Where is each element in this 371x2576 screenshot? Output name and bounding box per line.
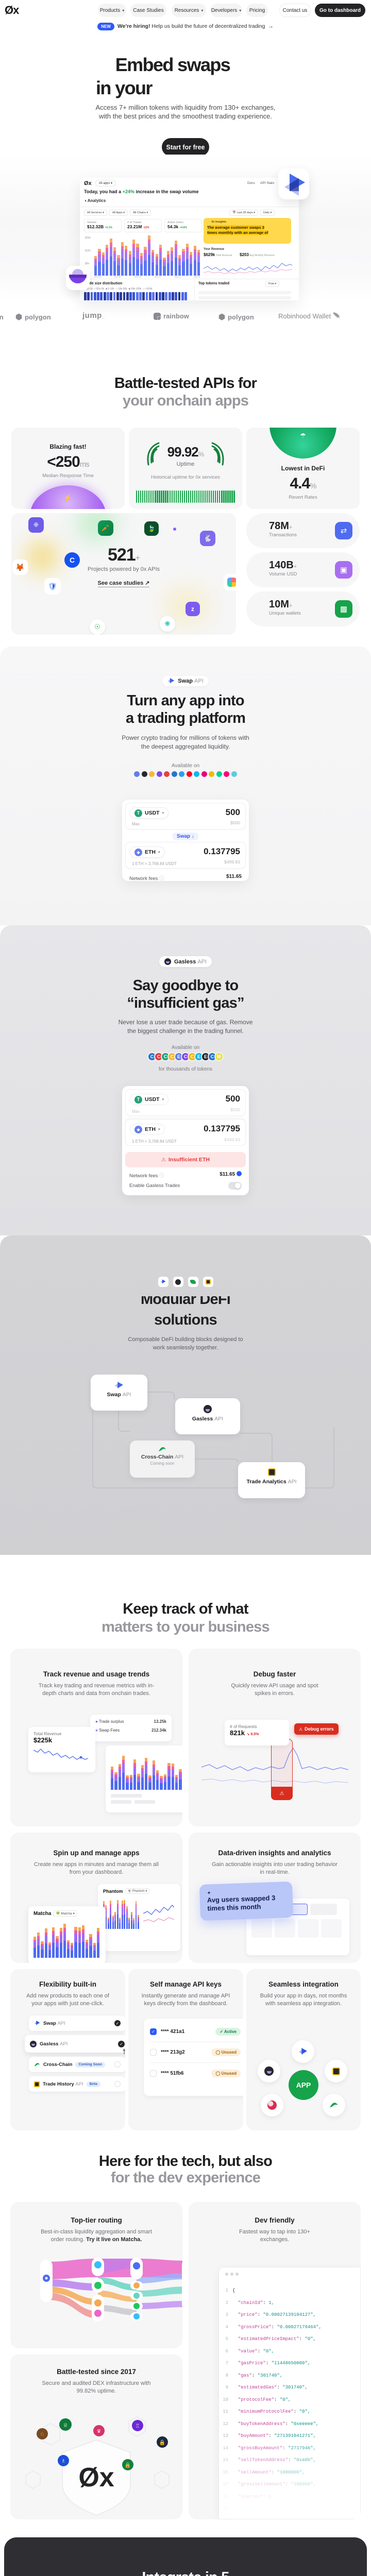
svg-text:♘: ♘: [40, 2432, 45, 2437]
svg-text:♛: ♛: [97, 2429, 102, 2434]
svg-text:Øx: Øx: [78, 2463, 114, 2493]
svg-text:🔒: 🔒: [159, 2439, 165, 2446]
svg-text:♖: ♖: [136, 2424, 140, 2429]
svg-text:🔒: 🔒: [125, 2462, 131, 2468]
svg-text:♕: ♕: [63, 2422, 68, 2429]
svg-text:♗: ♗: [61, 2459, 66, 2464]
